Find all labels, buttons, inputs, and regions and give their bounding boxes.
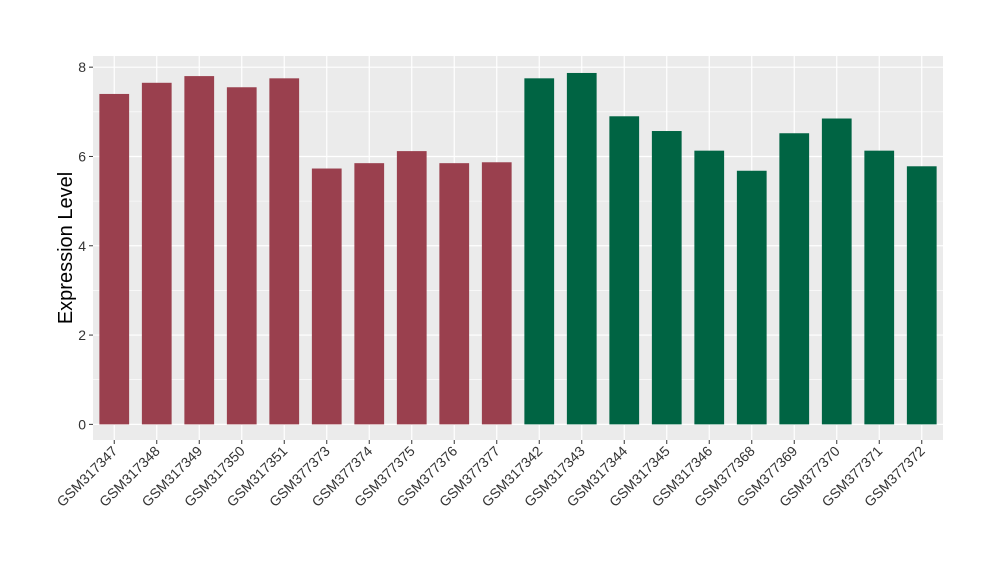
y-tick-label: 0 — [78, 416, 86, 432]
bars — [99, 72, 937, 425]
bar — [821, 118, 852, 425]
bar — [396, 151, 427, 425]
y-tick-label: 4 — [78, 238, 86, 254]
y-tick-label: 8 — [78, 59, 86, 75]
bar — [566, 72, 597, 425]
bar — [184, 76, 215, 425]
bar — [311, 168, 342, 425]
plot-panel — [93, 56, 943, 440]
bar — [269, 78, 300, 425]
bar — [651, 131, 682, 425]
bar — [779, 133, 810, 425]
x-axis: GSM317347GSM317348GSM317349GSM317350GSM3… — [53, 440, 928, 510]
y-tick-label: 2 — [78, 327, 86, 343]
bar — [524, 78, 555, 425]
bar — [864, 150, 895, 425]
bar — [439, 163, 470, 425]
bar — [694, 150, 725, 425]
y-tick-label: 6 — [78, 148, 86, 164]
y-axis-title: Expression Level — [55, 172, 77, 324]
bar — [609, 116, 640, 425]
bar — [906, 166, 937, 425]
bar — [354, 163, 385, 425]
bar — [141, 82, 172, 425]
bar — [226, 87, 257, 425]
bar — [736, 170, 767, 425]
y-axis: 0 2 4 6 8 — [78, 59, 93, 432]
bar — [99, 93, 130, 425]
bar — [481, 162, 512, 425]
